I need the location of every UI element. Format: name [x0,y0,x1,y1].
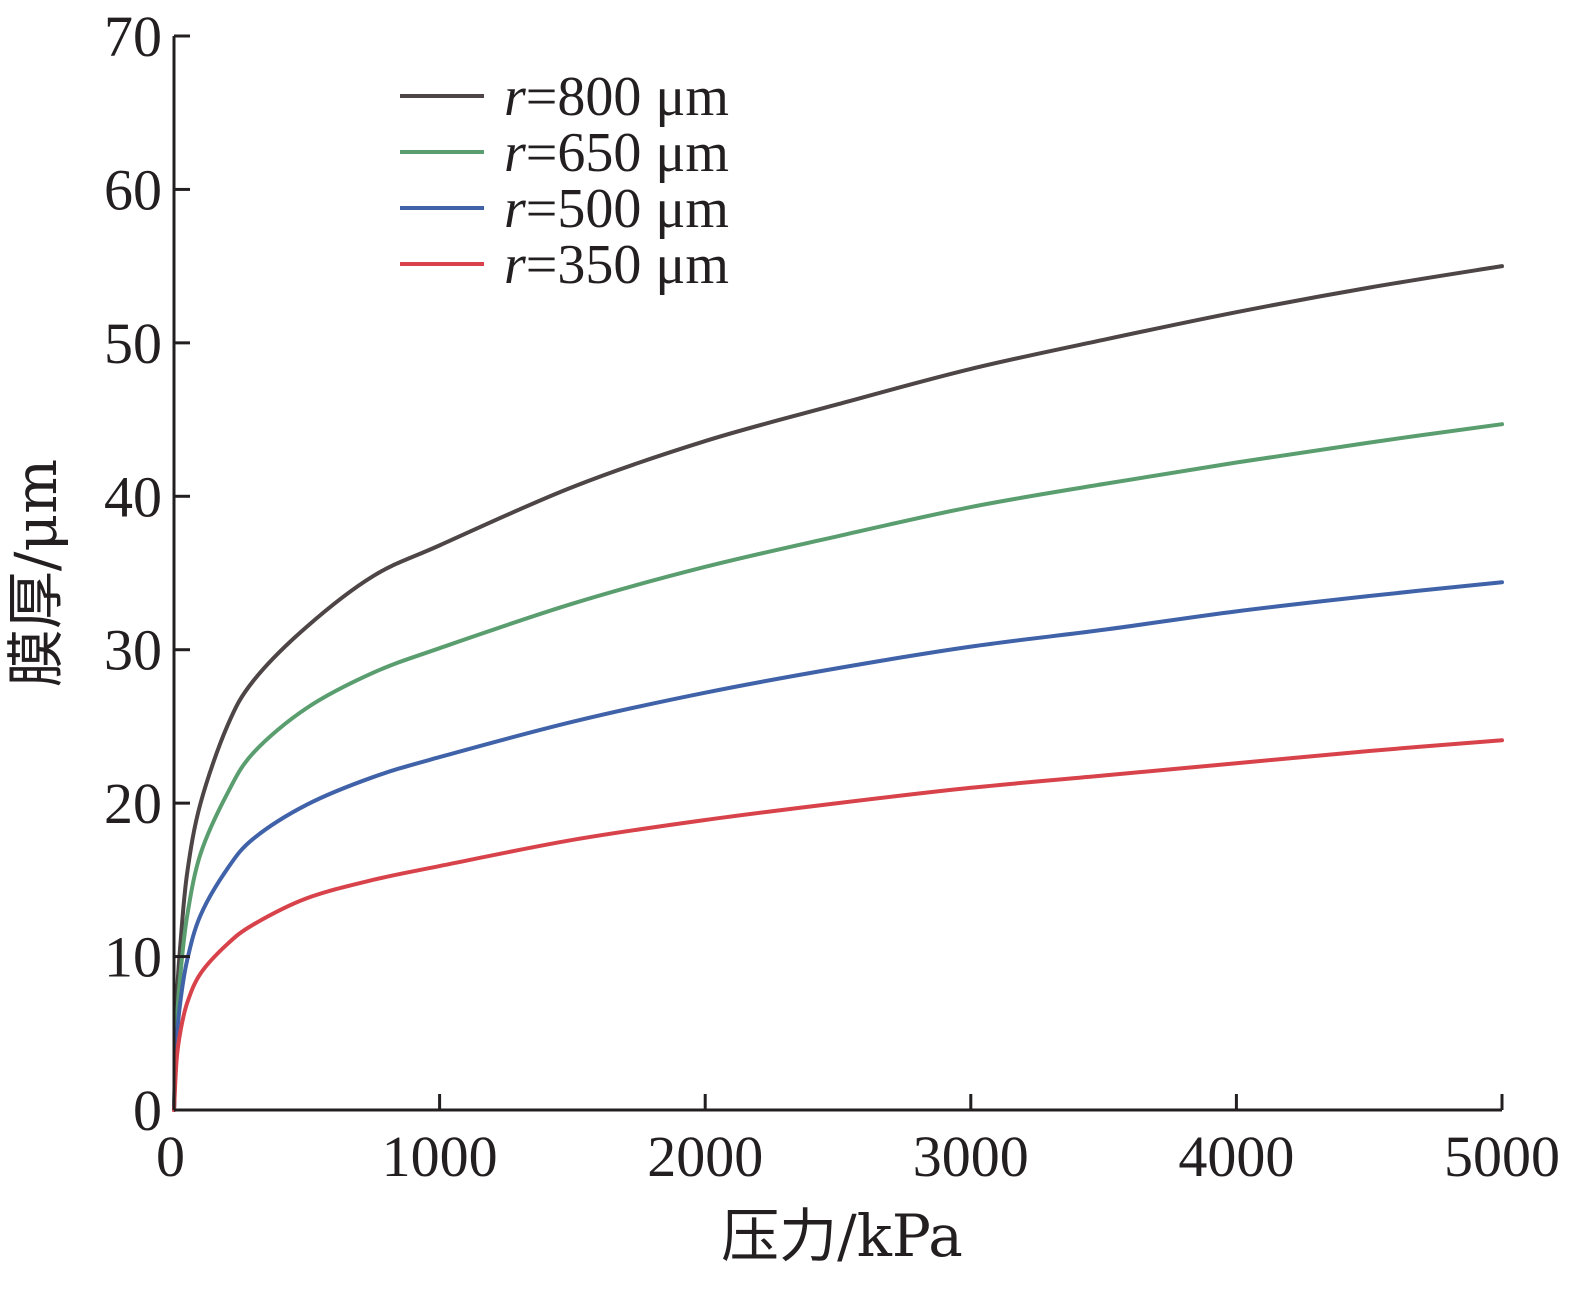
x-tick-label: 1000 [382,1124,498,1189]
series-lines [172,264,1504,1112]
y-tick-label: 0 [133,1078,162,1143]
y-tick-label: 50 [104,311,162,376]
y-tick-label: 70 [104,4,162,69]
x-tick-label: 5000 [1444,1124,1560,1189]
axes: 0 10 20 30 40 50 60 70 0 1000 2000 3000 4000 5000 [104,4,1560,1189]
y-tick-label: 60 [104,157,162,222]
legend: r=800 μmr=650 μmr=500 μmr=350 μm [400,66,729,296]
legend-entry: r=800 μm [504,66,729,128]
x-tick-label: 2000 [647,1124,763,1189]
legend-entry: r=350 μm [504,234,729,296]
y-tick-label: 10 [104,925,162,990]
series-line [172,264,1504,1112]
y-axis-label: 膜厚/μm [2,459,70,687]
series-line [172,738,1504,1112]
legend-entry: r=650 μm [504,122,729,184]
y-tick-label: 40 [104,464,162,529]
x-tick-label: 4000 [1178,1124,1294,1189]
y-tick-label: 30 [104,618,162,683]
y-tick-label: 20 [104,771,162,836]
x-tick-label: 3000 [913,1124,1029,1189]
legend-entry: r=500 μm [504,178,729,240]
x-axis-label: 压力/kPa [721,1202,963,1270]
series-line [172,580,1504,1112]
x-tick-label: 0 [156,1124,185,1189]
series-line [172,422,1504,1112]
